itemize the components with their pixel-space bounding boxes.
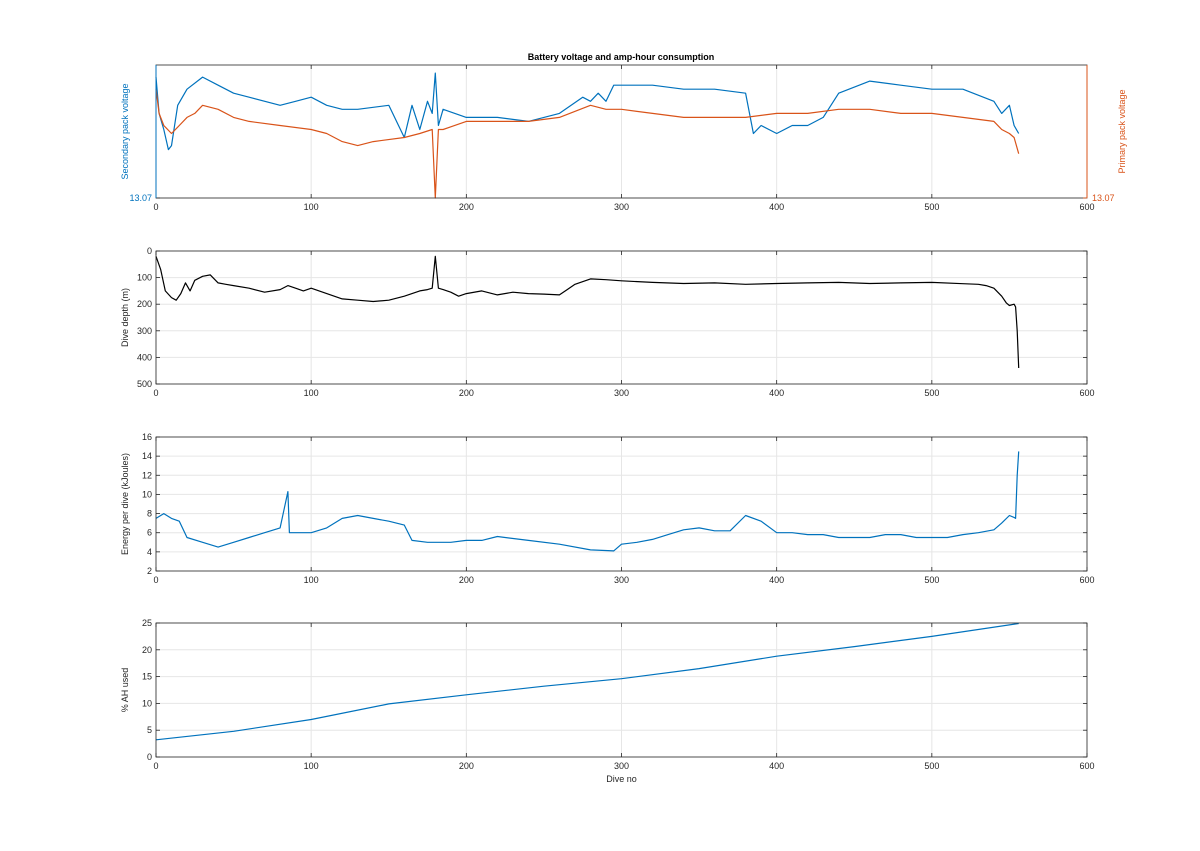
x-tick-label: 500 [924, 202, 939, 212]
y-tick-label: 0 [147, 246, 152, 256]
y-tick-label: 15 [142, 672, 152, 682]
x-tick-label: 300 [614, 202, 629, 212]
y-tick-label: 4 [147, 547, 152, 557]
x-tick-label: 600 [1079, 575, 1094, 585]
y-tick-label: 20 [142, 645, 152, 655]
x-tick-label: 400 [769, 202, 784, 212]
x-tick-label: 300 [614, 388, 629, 398]
series-line-1 [155, 89, 1020, 199]
x-tick-label: 0 [153, 761, 158, 771]
y-tick-label: 400 [137, 352, 152, 362]
x-tick-label: 100 [304, 761, 319, 771]
x-tick-label: 100 [304, 388, 319, 398]
y-tick-label: 16 [142, 432, 152, 442]
series-line-0 [155, 255, 1020, 369]
x-tick-label: 500 [924, 575, 939, 585]
energy-panel: 0 100 200 300 400 500 600 2 4 6 8 10 12 14 16 Energy pe… [120, 432, 1095, 585]
x-tick-label: 200 [459, 202, 474, 212]
x-tick-label: 400 [769, 575, 784, 585]
depth-panel: 0 100 200 300 400 500 600 0 100 200 300 400 500 Dive … [120, 246, 1095, 398]
ah-used-panel: 0 100 200 300 400 500 600 0 5 10 15 20 25 % AH used Di… [120, 618, 1095, 784]
x-axis-label: Dive no [606, 774, 637, 784]
x-tick-label: 500 [924, 761, 939, 771]
x-tick-label: 300 [614, 575, 629, 585]
chart-title: Battery voltage and amp-hour consumption [528, 52, 715, 62]
y-tick-label: 2 [147, 566, 152, 576]
series-line-0 [155, 622, 1019, 741]
y-tick-label: 0 [147, 752, 152, 762]
x-tick-label: 300 [614, 761, 629, 771]
x-tick-label: 200 [459, 388, 474, 398]
y2-axis-label: Primary pack voltage [1117, 89, 1127, 173]
y-tick-label: 100 [137, 273, 152, 283]
y2-tick-label: 13.07 [1092, 193, 1115, 203]
y-tick-label: 12 [142, 470, 152, 480]
y-tick-label: 10 [142, 698, 152, 708]
series-line-0 [155, 451, 1020, 552]
y-axis-label: % AH used [120, 668, 130, 713]
y-tick-label: 200 [137, 299, 152, 309]
y-axis-label: Secondary pack voltage [120, 83, 130, 179]
y-tick-label: 8 [147, 509, 152, 519]
y-tick-label: 25 [142, 618, 152, 628]
x-tick-label: 600 [1079, 388, 1094, 398]
x-tick-label: 0 [153, 388, 158, 398]
y-axis-label: Dive depth (m) [120, 288, 130, 347]
x-tick-label: 100 [304, 202, 319, 212]
y-tick-label: 500 [137, 379, 152, 389]
x-tick-label: 600 [1079, 202, 1094, 212]
x-tick-label: 400 [769, 761, 784, 771]
y-tick-label: 6 [147, 528, 152, 538]
x-tick-label: 200 [459, 575, 474, 585]
x-tick-label: 500 [924, 388, 939, 398]
series-line-0 [155, 72, 1020, 151]
x-tick-label: 400 [769, 388, 784, 398]
y-tick-label: 13.07 [129, 193, 152, 203]
x-tick-label: 600 [1079, 761, 1094, 771]
y-tick-label: 5 [147, 725, 152, 735]
y-tick-label: 300 [137, 326, 152, 336]
y-axis-label: Energy per dive (kJoules) [120, 453, 130, 555]
x-tick-label: 0 [153, 575, 158, 585]
x-tick-label: 200 [459, 761, 474, 771]
x-tick-label: 100 [304, 575, 319, 585]
y-tick-label: 14 [142, 451, 152, 461]
y-tick-label: 10 [142, 489, 152, 499]
x-tick-label: 0 [153, 202, 158, 212]
